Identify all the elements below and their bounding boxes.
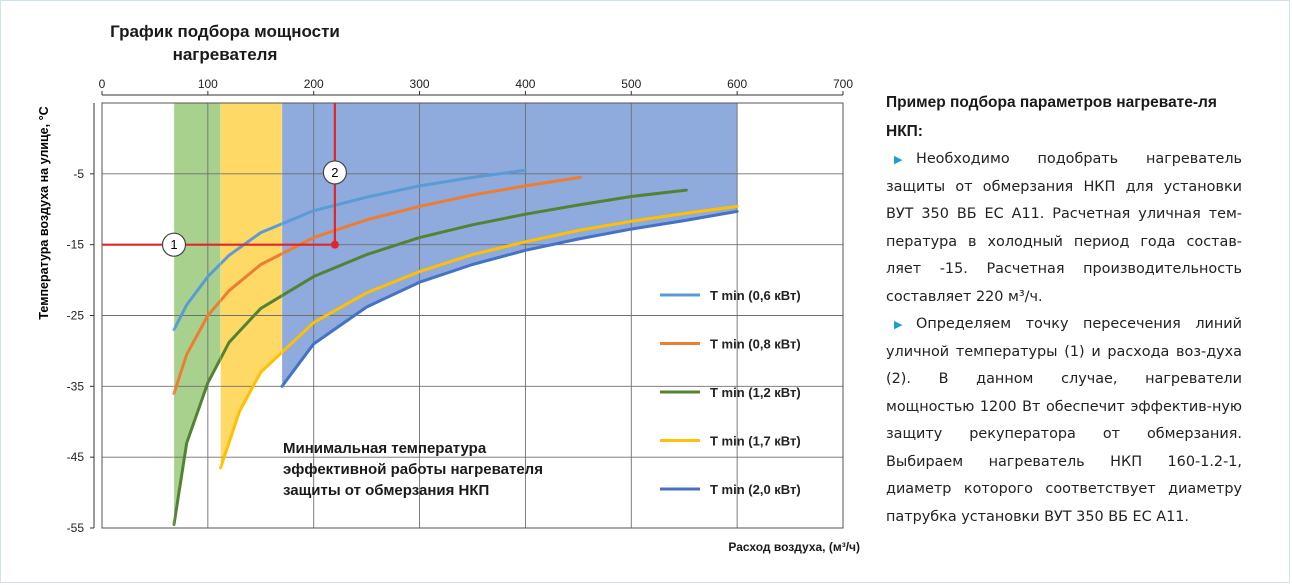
x-tick-label-6: 600	[727, 77, 747, 91]
x-axis-label: Расход воздуха, (м³/ч)	[728, 540, 860, 554]
x-tick-label-1: 100	[198, 77, 218, 91]
annotation: Минимальная температура эффективной работ…	[283, 440, 543, 499]
legend-item-4: T min (1,7 кВт)	[660, 434, 801, 449]
example-panel: Пример подбора параметров нагревате-ля Н…	[886, 88, 1242, 531]
axes: 0 100 200 300 400 500 600 700 -5 -15 -25 -35 -45 -55	[67, 77, 854, 535]
legend-label-2: T min (0,8 кВт)	[710, 337, 801, 352]
annotation-line-1: Минимальная температура	[283, 440, 487, 457]
x-tick-label-3: 300	[410, 77, 430, 91]
x-tick-label-4: 400	[515, 77, 535, 91]
example-paragraph-1-text: Необходимо подобрать нагреватель защиты …	[886, 151, 1242, 305]
marker-1-label: 1	[170, 237, 177, 252]
y-axis-label: Температура воздуха на улице, °С	[37, 106, 51, 319]
x-tick-label-7: 700	[833, 77, 853, 91]
series-line-3	[172, 188, 688, 526]
legend-label-1: T min (0,6 кВт)	[710, 288, 801, 303]
marker-2: 2	[322, 160, 347, 185]
triangle-right-icon: ▶	[894, 153, 903, 166]
legend-item-1: T min (0,6 кВт)	[660, 288, 801, 303]
example-title: Пример подбора параметров нагревате-ля Н…	[886, 94, 1217, 140]
chart-title-line-1: График подбора мощности	[110, 22, 340, 41]
legend: T min (0,6 кВт) T min (0,8 кВт) T min (1,2…	[660, 288, 801, 497]
legend-item-2: T min (0,8 кВт)	[660, 337, 801, 352]
x-tick-label-0: 0	[99, 77, 106, 91]
legend-label-5: T min (2,0 кВт)	[710, 482, 801, 497]
y-tick-label-5: -55	[67, 521, 85, 535]
legend-item-3: T min (1,2 кВт)	[660, 385, 801, 400]
y-tick-label-4: -45	[67, 450, 85, 464]
chart-title: График подбора мощности нагревателя	[70, 20, 380, 66]
marker-1: 1	[161, 232, 187, 257]
series-line-4	[219, 204, 739, 470]
series-line-2	[172, 175, 582, 395]
marker-2-circle	[322, 160, 347, 185]
example-paragraph-1: ▶ Необходимо подобрать нагреватель защиты…	[886, 146, 1242, 311]
y-tick-label-3: -35	[67, 379, 85, 393]
y-tick-label-2: -25	[67, 309, 85, 323]
x-tick-label-2: 200	[304, 77, 324, 91]
example-paragraph-2: ▶ Определяем точку пересечения линий улич…	[886, 311, 1242, 531]
triangle-right-icon: ▶	[894, 318, 903, 331]
annotation-line-3: защиты от обмерзания НКП	[283, 482, 489, 499]
y-tick-label-0: -5	[73, 167, 84, 181]
x-tick-label-5: 500	[621, 77, 641, 91]
annotation-line-2: эффективной работы нагревателя	[283, 461, 543, 478]
chart-svg: 12 0 100 200 300 400 500 600 700-5-15-25-35-45-…	[37, 77, 854, 535]
marker-1-circle	[161, 232, 187, 257]
legend-item-5: T min (2,0 кВт)	[660, 482, 801, 497]
example-paragraph-2-text: Определяем точку пересечения линий уличн…	[886, 316, 1242, 525]
legend-label-3: T min (1,2 кВт)	[710, 385, 801, 400]
intersection-point	[330, 240, 339, 249]
series-line-5	[280, 209, 739, 388]
example-lines: 12	[102, 103, 347, 257]
y-tick-label-1: -15	[67, 238, 85, 252]
chart-title-line-2: нагревателя	[172, 45, 278, 64]
series-line-1	[172, 168, 527, 332]
plot-frame	[101, 102, 844, 529]
legend-label-4: T min (1,7 кВт)	[710, 434, 801, 449]
marker-2-label: 2	[331, 165, 338, 180]
